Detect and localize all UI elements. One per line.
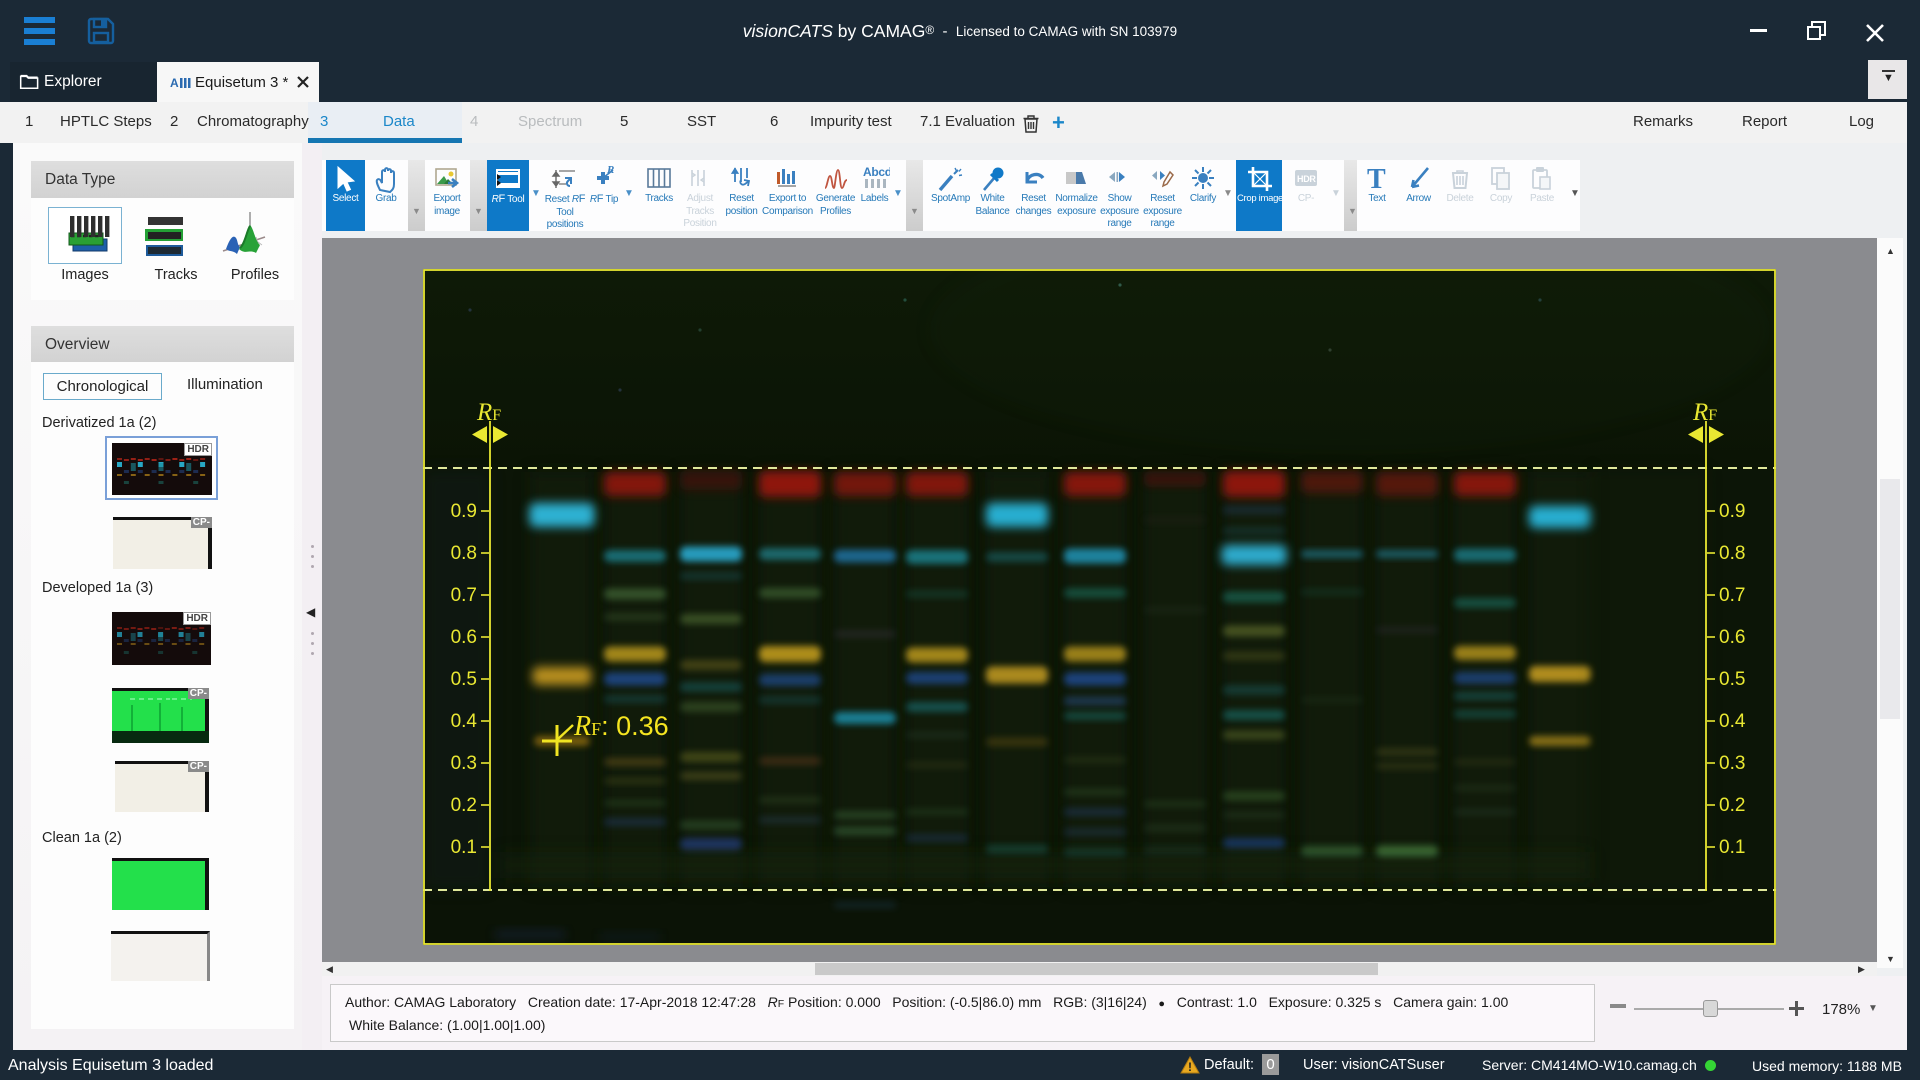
svg-text:0.7: 0.7 — [1719, 585, 1745, 606]
svg-text:0.2: 0.2 — [1719, 795, 1745, 816]
svg-text:0.5: 0.5 — [451, 669, 477, 690]
svg-text:0.8: 0.8 — [1719, 543, 1745, 564]
svg-text:0.3: 0.3 — [1719, 753, 1745, 774]
svg-text:0.9: 0.9 — [451, 501, 477, 522]
svg-text:0.1: 0.1 — [451, 837, 477, 858]
svg-text:A: A — [170, 76, 179, 90]
svg-text:0.5: 0.5 — [1719, 669, 1745, 690]
svg-text:0.2: 0.2 — [451, 795, 477, 816]
svg-text:Abcd: Abcd — [863, 165, 890, 179]
svg-text:0.9: 0.9 — [1719, 501, 1745, 522]
svg-text:0.3: 0.3 — [451, 753, 477, 774]
svg-text:RF: 0.36: RF: 0.36 — [573, 711, 669, 742]
svg-text:HDR: HDR — [1297, 174, 1316, 184]
svg-text:0.6: 0.6 — [1719, 627, 1745, 648]
svg-text:!: ! — [1188, 1060, 1192, 1074]
svg-text:0.4: 0.4 — [451, 711, 478, 732]
svg-text:0.8: 0.8 — [451, 543, 477, 564]
svg-text:0.6: 0.6 — [451, 627, 477, 648]
svg-text:0.4: 0.4 — [1719, 711, 1746, 732]
svg-text:T: T — [1367, 164, 1386, 194]
svg-text:0.7: 0.7 — [451, 585, 477, 606]
svg-text:R: R — [606, 164, 614, 176]
svg-text:0.1: 0.1 — [1719, 837, 1745, 858]
